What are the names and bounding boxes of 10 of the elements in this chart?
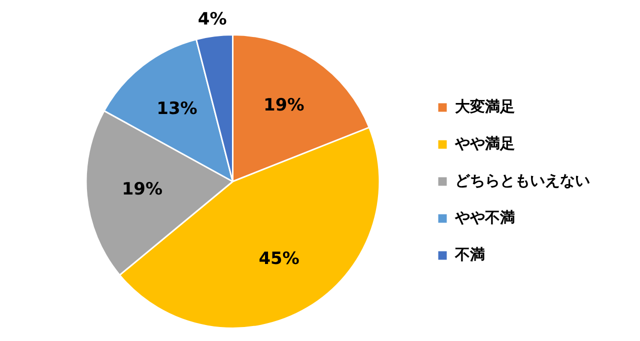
data-label: 13% [156,99,198,120]
legend-label: 大変満足 [455,97,515,116]
data-label: 45% [258,249,300,270]
legend-label: 不満 [454,245,485,264]
data-label: 19% [122,179,163,200]
legend-label: どちらともいえない [455,171,590,190]
legend-label: やや不満 [454,208,515,226]
data-label: 19% [264,96,304,116]
legend-label: やや満足 [454,134,515,152]
data-label: 4% [198,9,227,30]
